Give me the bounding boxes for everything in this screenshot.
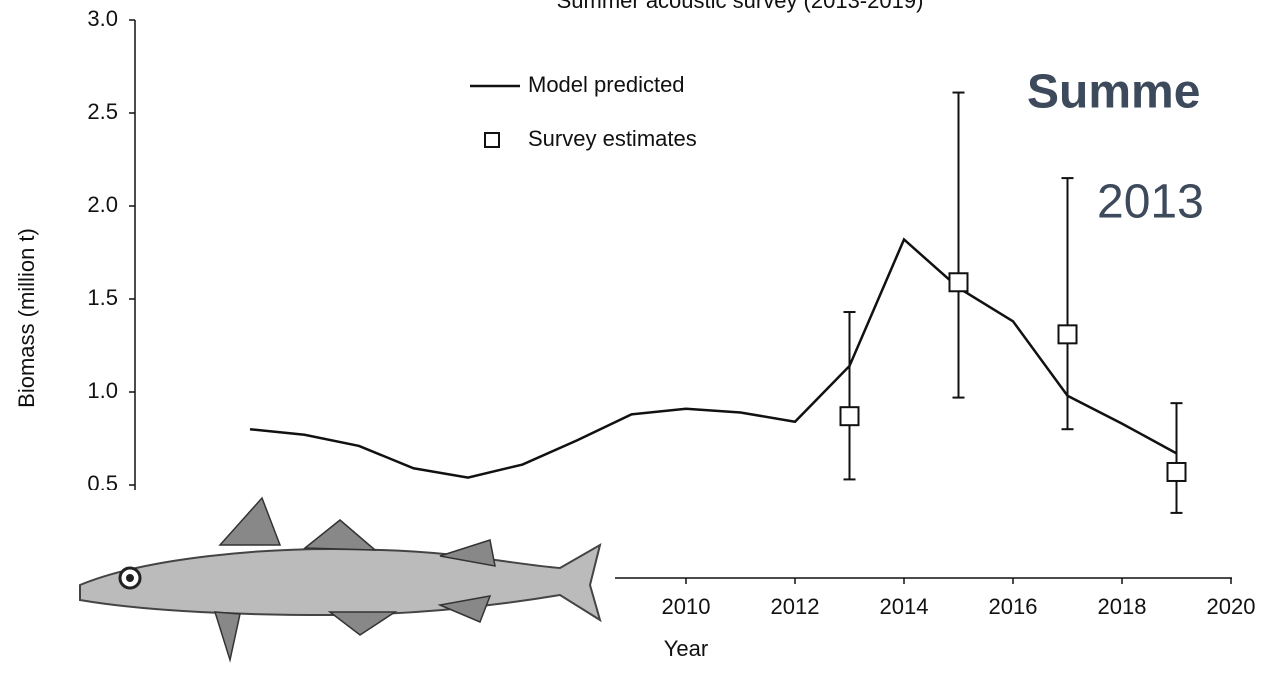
fish-illustration bbox=[60, 490, 615, 669]
legend-label: Survey estimates bbox=[528, 126, 697, 151]
y-tick-label: 1.0 bbox=[87, 378, 118, 403]
overlay-title: Summe bbox=[1027, 66, 1200, 119]
survey-marker bbox=[1057, 324, 1078, 345]
legend-label: Model predicted bbox=[528, 72, 685, 97]
chart-title: Summer acoustic survey (2013-2019) bbox=[557, 0, 924, 13]
y-axis-label: Biomass (million t) bbox=[14, 228, 39, 408]
x-tick-label: 2014 bbox=[880, 594, 929, 619]
x-tick-label: 2018 bbox=[1098, 594, 1147, 619]
y-tick-label: 3.0 bbox=[87, 6, 118, 31]
y-tick-label: 2.5 bbox=[87, 99, 118, 124]
survey-marker bbox=[839, 406, 860, 427]
x-tick-label: 2010 bbox=[662, 594, 711, 619]
model-line bbox=[249, 237, 1178, 479]
x-tick-label: 2020 bbox=[1207, 594, 1256, 619]
x-tick-label: 2012 bbox=[771, 594, 820, 619]
overlay-subtitle: 2013 bbox=[1097, 176, 1204, 229]
y-tick-label: 1.5 bbox=[87, 285, 118, 310]
survey-marker bbox=[948, 272, 969, 293]
y-tick-label: 2.0 bbox=[87, 192, 118, 217]
x-tick-label: 2016 bbox=[989, 594, 1038, 619]
legend-marker bbox=[484, 132, 500, 148]
survey-marker bbox=[1166, 461, 1187, 482]
x-axis-label: Year bbox=[664, 636, 708, 661]
